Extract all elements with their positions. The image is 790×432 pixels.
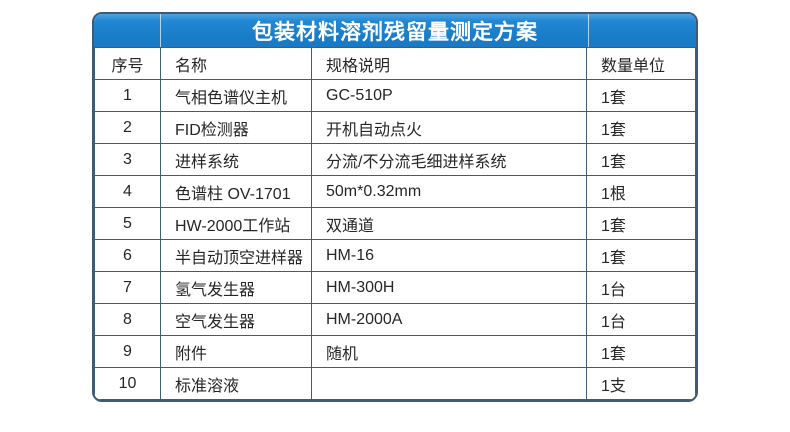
row-qty-cell: 1套 xyxy=(586,111,696,144)
row-name-cell: FID检测器 xyxy=(160,111,312,144)
row-spec-cell: HM-2000A xyxy=(311,303,587,336)
title-bar-divider xyxy=(160,14,161,47)
row-name-cell: 空气发生器 xyxy=(160,303,312,336)
row-index-cell: 2 xyxy=(94,111,161,144)
row-qty-cell: 1套 xyxy=(586,335,696,368)
header-qty: 数量单位 xyxy=(586,47,696,80)
row-index-cell: 6 xyxy=(94,239,161,272)
row-spec-cell: 随机 xyxy=(311,335,587,368)
row-name-cell: 色谱柱 OV-1701 xyxy=(160,175,312,208)
row-name-cell: 进样系统 xyxy=(160,143,312,176)
row-spec-cell: 50m*0.32mm xyxy=(311,175,587,208)
table-row: 3 进样系统 分流/不分流毛细进样系统 1套 xyxy=(94,143,696,176)
table-row: 1 气相色谱仪主机 GC-510P 1套 xyxy=(94,79,696,112)
row-index-cell: 1 xyxy=(94,79,161,112)
row-index-cell: 4 xyxy=(94,175,161,208)
header-name: 名称 xyxy=(160,47,312,80)
row-qty-cell: 1台 xyxy=(586,271,696,304)
row-index-cell: 9 xyxy=(94,335,161,368)
row-name-cell: 标准溶液 xyxy=(160,367,312,400)
row-name-cell: 附件 xyxy=(160,335,312,368)
row-index-cell: 8 xyxy=(94,303,161,336)
header-index: 序号 xyxy=(94,47,161,80)
row-qty-cell: 1台 xyxy=(586,303,696,336)
row-name-cell: 半自动顶空进样器 xyxy=(160,239,312,272)
table-row: 6 半自动顶空进样器 HM-16 1套 xyxy=(94,239,696,272)
row-name-cell: 氢气发生器 xyxy=(160,271,312,304)
table-header-row: 序号 名称 规格说明 数量单位 xyxy=(94,47,696,80)
table-row: 2 FID检测器 开机自动点火 1套 xyxy=(94,111,696,144)
row-index-cell: 10 xyxy=(94,367,161,400)
row-spec-cell: HM-300H xyxy=(311,271,587,304)
row-spec-cell: 开机自动点火 xyxy=(311,111,587,144)
table-row: 5 HW-2000工作站 双通道 1套 xyxy=(94,207,696,240)
row-spec-cell: HM-16 xyxy=(311,239,587,272)
row-index-cell: 3 xyxy=(94,143,161,176)
table-row: 8 空气发生器 HM-2000A 1台 xyxy=(94,303,696,336)
table-row: 9 附件 随机 1套 xyxy=(94,335,696,368)
row-qty-cell: 1支 xyxy=(586,367,696,400)
title-bar-divider xyxy=(588,14,589,47)
row-spec-cell: 双通道 xyxy=(311,207,587,240)
row-qty-cell: 1套 xyxy=(586,207,696,240)
table-row: 10 标准溶液 1支 xyxy=(94,367,696,400)
row-name-cell: 气相色谱仪主机 xyxy=(160,79,312,112)
row-qty-cell: 1套 xyxy=(586,79,696,112)
row-spec-cell xyxy=(311,367,587,400)
row-spec-cell: GC-510P xyxy=(311,79,587,112)
row-qty-cell: 1套 xyxy=(586,239,696,272)
page-title: 包装材料溶剂残留量测定方案 xyxy=(252,20,538,44)
row-spec-cell: 分流/不分流毛细进样系统 xyxy=(311,143,587,176)
solvent-residue-spec-panel: 包装材料溶剂残留量测定方案 序号 名称 规格说明 数量单位 1 气相色谱仪主机 … xyxy=(92,12,698,402)
row-index-cell: 5 xyxy=(94,207,161,240)
header-spec: 规格说明 xyxy=(311,47,587,80)
row-qty-cell: 1根 xyxy=(586,175,696,208)
panel-title-bar: 包装材料溶剂残留量测定方案 xyxy=(94,14,696,47)
row-name-cell: HW-2000工作站 xyxy=(160,207,312,240)
spec-table: 序号 名称 规格说明 数量单位 1 气相色谱仪主机 GC-510P 1套 2 F… xyxy=(94,47,696,400)
table-row: 7 氢气发生器 HM-300H 1台 xyxy=(94,271,696,304)
row-qty-cell: 1套 xyxy=(586,143,696,176)
table-row: 4 色谱柱 OV-1701 50m*0.32mm 1根 xyxy=(94,175,696,208)
row-index-cell: 7 xyxy=(94,271,161,304)
